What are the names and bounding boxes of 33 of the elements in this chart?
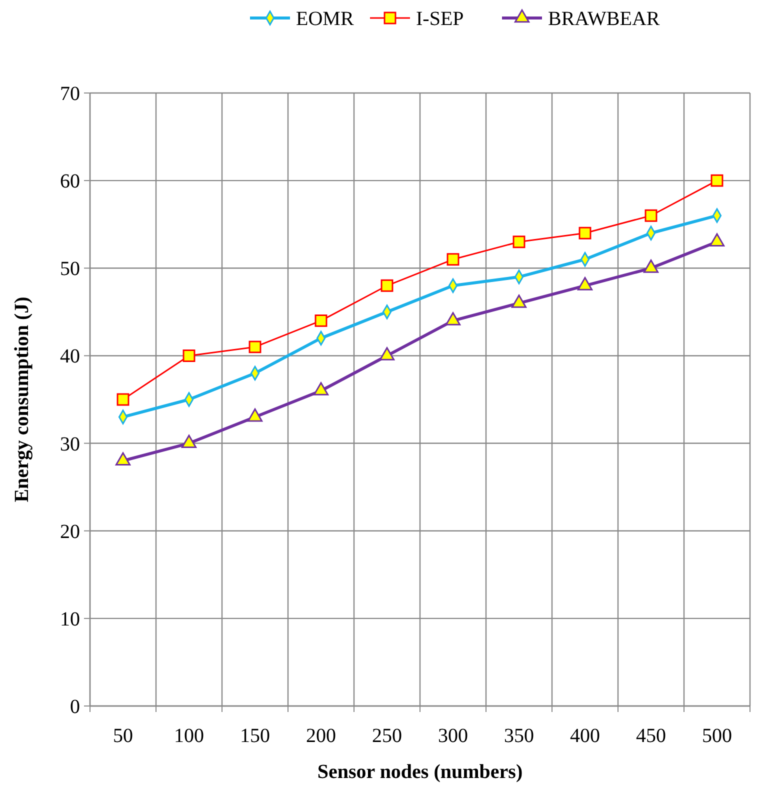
x-tick-label: 500 — [702, 725, 732, 747]
x-tick-label: 100 — [174, 725, 204, 747]
x-tick-label: 200 — [306, 725, 336, 747]
y-tick-label: 50 — [60, 258, 80, 280]
point — [578, 226, 592, 240]
x-tick-label: 350 — [504, 725, 534, 747]
point — [446, 253, 460, 266]
y-tick-label: 20 — [60, 520, 80, 543]
y-axis-title: Energy consumption (J) — [11, 296, 33, 502]
point — [512, 236, 526, 248]
x-tick-label: 300 — [438, 725, 468, 747]
legend-label: BRAWBEAR — [548, 8, 660, 30]
x-tick-label: 250 — [372, 725, 402, 747]
point — [116, 393, 130, 406]
point — [248, 340, 262, 354]
point — [182, 349, 196, 362]
point — [644, 209, 658, 222]
point — [710, 174, 724, 187]
y-tick-label: 10 — [60, 608, 80, 630]
y-tick-label: 0 — [70, 696, 80, 718]
point — [380, 279, 394, 292]
x-tick-label: 50 — [113, 725, 133, 747]
point — [314, 314, 328, 327]
x-tick-label: 450 — [636, 725, 666, 747]
x-tick-label: 150 — [240, 725, 270, 747]
y-tick-label: 30 — [60, 433, 80, 456]
legend-label: EOMR — [296, 8, 354, 30]
y-tick-label: 60 — [60, 170, 80, 193]
x-axis-title: Sensor nodes (numbers) — [317, 761, 523, 783]
legend-label: I-SEP — [416, 8, 464, 30]
y-tick-label: 70 — [60, 83, 80, 105]
y-tick-label: 40 — [60, 346, 80, 368]
x-tick-label: 400 — [570, 725, 600, 747]
